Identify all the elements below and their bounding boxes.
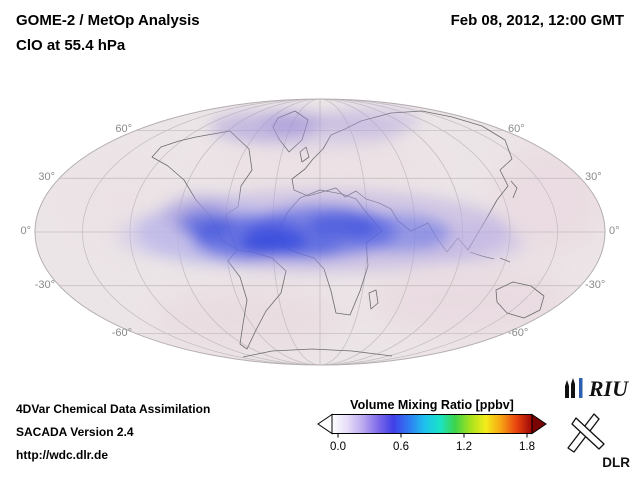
colorbar-title: Volume Mixing Ratio [ppbv] <box>350 398 514 412</box>
lat-label-left-0: 0° <box>20 225 31 237</box>
globe-outline <box>34 98 606 366</box>
footer-version: SACADA Version 2.4 <box>16 425 134 439</box>
footer-url: http://wdc.dlr.de <box>16 448 108 462</box>
dlr-logo: DLR <box>564 408 630 470</box>
lat-label-left-m60: -60° <box>111 327 132 339</box>
lat-label-right-60: 60° <box>508 123 525 135</box>
riu-logo: RIU <box>561 376 628 400</box>
colorbar-left-arrow <box>317 413 333 435</box>
island-britain <box>299 146 310 163</box>
island-japan <box>510 180 518 199</box>
dlr-logo-text: DLR <box>602 455 630 470</box>
timestamp: Feb 08, 2012, 12:00 GMT <box>450 12 624 29</box>
figure-title: GOME-2 / MetOp Analysis <box>16 12 200 29</box>
island-madagascar <box>368 289 379 310</box>
lat-label-right-30: 30° <box>585 171 602 183</box>
continent-australia <box>495 281 545 319</box>
colorbar-ticks <box>337 433 528 438</box>
figure-subtitle: ClO at 55.4 hPa <box>16 37 126 54</box>
riu-logo-text: RIU <box>588 376 628 401</box>
dlr-logo-icon <box>567 413 605 453</box>
colorbar-tick-0: 0.0 <box>330 441 346 453</box>
clo-data-overlay <box>115 108 525 273</box>
colorbar-tick-2: 1.2 <box>456 441 472 453</box>
footer-assimilation: 4DVar Chemical Data Assimilation <box>16 402 211 416</box>
colorbar-tick-3: 1.8 <box>519 441 535 453</box>
colorbar: 0.0 0.6 1.2 1.8 <box>317 413 547 453</box>
riu-logo-icon <box>564 378 583 398</box>
lat-label-left-m30: -30° <box>34 279 55 291</box>
lat-label-left-30: 30° <box>38 171 55 183</box>
lat-label-right-m60: -60° <box>508 327 529 339</box>
lat-label-right-0: 0° <box>609 225 620 237</box>
lat-label-right-m30: -30° <box>585 279 606 291</box>
map-globe <box>34 98 606 366</box>
colorbar-right-arrow <box>531 413 547 435</box>
colorbar-tick-1: 0.6 <box>393 441 409 453</box>
colorbar-gradient-bar <box>331 414 533 434</box>
continent-antarctica <box>242 348 393 358</box>
lat-label-left-60: 60° <box>115 123 132 135</box>
